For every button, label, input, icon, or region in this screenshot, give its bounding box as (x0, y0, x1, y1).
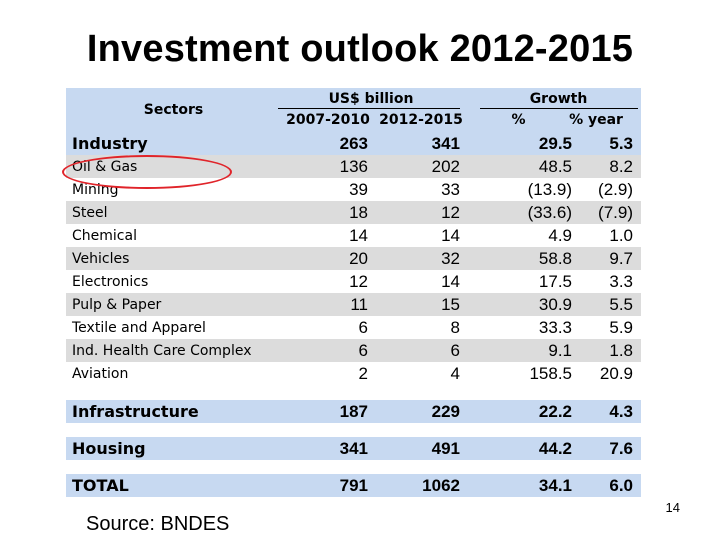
value-2007-2010: 20 (349, 248, 368, 268)
value-2012-2015: 341 (431, 133, 460, 153)
value-2012-2015: 229 (431, 401, 460, 421)
value-2007-2010: 6 (358, 340, 368, 360)
growth-pct: 33.3 (538, 317, 572, 337)
growth-pct: 34.1 (538, 475, 572, 495)
table-row-total: TOTAL 791 1062 34.1 6.0 (66, 474, 641, 497)
value-2012-2015: 6 (450, 340, 460, 360)
slide-title: Investment outlook 2012-2015 (86, 28, 634, 70)
growth-year: (7.9) (598, 202, 633, 222)
header-growth-underline (480, 108, 638, 109)
growth-pct: 17.5 (538, 271, 572, 291)
growth-year: (2.9) (598, 179, 633, 199)
table-row: Industry 263 341 29.5 5.3 (66, 132, 641, 155)
growth-pct: 44.2 (538, 438, 572, 458)
sector-name: Infrastructure (72, 402, 199, 421)
page-number: 14 (665, 500, 680, 515)
table-row: Textile and Apparel 6 8 33.3 5.9 (66, 316, 641, 339)
value-2007-2010: 136 (339, 156, 368, 176)
growth-year: 4.3 (609, 401, 633, 421)
highlight-circle (62, 155, 232, 189)
table-row: Housing 341 491 44.2 7.6 (66, 437, 641, 460)
growth-year: 3.3 (609, 271, 633, 291)
header-usd-group: US$ billion (328, 91, 414, 107)
header-col-growth-pct: % (511, 112, 526, 128)
growth-year: 6.0 (609, 475, 633, 495)
sector-name: Housing (72, 439, 146, 458)
growth-year: 5.3 (609, 133, 633, 153)
value-2007-2010: 11 (350, 294, 368, 314)
value-2012-2015: 14 (441, 225, 460, 245)
growth-pct: 4.9 (548, 225, 572, 245)
sector-name: Aviation (72, 365, 129, 382)
value-2007-2010: 791 (339, 475, 368, 495)
header-col-2007-2010: 2007-2010 (286, 112, 370, 128)
growth-pct: 22.2 (538, 401, 572, 421)
sector-name: Steel (72, 204, 108, 221)
value-2012-2015: 491 (431, 438, 460, 458)
value-2007-2010: 14 (349, 225, 368, 245)
sector-name: TOTAL (72, 476, 129, 495)
growth-year: 5.5 (609, 294, 633, 314)
value-2007-2010: 12 (349, 271, 368, 291)
table-row: Aviation 2 4 158.5 20.9 (66, 362, 641, 385)
investment-table: Sectors US$ billion 2007-2010 2012-2015 … (66, 88, 641, 508)
growth-pct: 48.5 (538, 156, 572, 176)
value-2012-2015: 12 (441, 202, 460, 222)
sector-name: Industry (72, 134, 148, 153)
growth-year: 8.2 (609, 156, 633, 176)
growth-pct: 9.1 (548, 340, 572, 360)
growth-pct: (13.9) (527, 179, 572, 199)
growth-year: 20.9 (599, 363, 633, 383)
table-row: Steel 18 12 (33.6) (7.9) (66, 201, 641, 224)
value-2012-2015: 202 (431, 156, 460, 176)
table-row: Pulp & Paper 11 15 30.9 5.5 (66, 293, 641, 316)
value-2012-2015: 4 (450, 363, 460, 383)
growth-year: 1.0 (609, 225, 633, 245)
growth-pct: 29.5 (538, 133, 572, 153)
value-2007-2010: 6 (358, 317, 368, 337)
growth-pct: 58.8 (538, 248, 572, 268)
value-2012-2015: 33 (441, 179, 460, 199)
value-2012-2015: 1062 (422, 475, 460, 495)
value-2012-2015: 14 (441, 271, 460, 291)
growth-year: 7.6 (609, 438, 633, 458)
growth-pct: (33.6) (527, 202, 572, 222)
value-2007-2010: 187 (339, 401, 368, 421)
growth-year: 9.7 (609, 248, 633, 268)
sector-name: Pulp & Paper (72, 296, 162, 313)
growth-year: 5.9 (609, 317, 633, 337)
table-row: Ind. Health Care Complex 6 6 9.1 1.8 (66, 339, 641, 362)
value-2012-2015: 8 (450, 317, 460, 337)
source-note: Source: BNDES (86, 513, 230, 535)
value-2007-2010: 2 (358, 363, 368, 383)
header-col-2012-2015: 2012-2015 (379, 112, 463, 128)
table-row: Chemical 14 14 4.9 1.0 (66, 224, 641, 247)
header-growth-group: Growth (529, 91, 588, 107)
value-2007-2010: 341 (339, 438, 368, 458)
value-2007-2010: 18 (349, 202, 368, 222)
growth-pct: 158.5 (529, 363, 572, 383)
value-2007-2010: 263 (339, 133, 368, 153)
value-2012-2015: 15 (441, 294, 460, 314)
table-row: Electronics 12 14 17.5 3.3 (66, 270, 641, 293)
sector-name: Ind. Health Care Complex (72, 342, 252, 359)
table-header: Sectors US$ billion 2007-2010 2012-2015 … (66, 88, 641, 132)
header-usd-underline (278, 108, 460, 109)
header-col-growth-year: % year (569, 112, 623, 128)
growth-year: 1.8 (609, 340, 633, 360)
value-2012-2015: 32 (441, 248, 460, 268)
table-row: Infrastructure 187 229 22.2 4.3 (66, 400, 641, 423)
header-sectors: Sectors (143, 102, 204, 118)
growth-pct: 30.9 (538, 294, 572, 314)
value-2007-2010: 39 (349, 179, 368, 199)
sector-name: Textile and Apparel (72, 319, 206, 336)
sector-name: Vehicles (72, 250, 130, 267)
table-row: Vehicles 20 32 58.8 9.7 (66, 247, 641, 270)
sector-name: Chemical (72, 227, 137, 244)
sector-name: Electronics (72, 273, 149, 290)
